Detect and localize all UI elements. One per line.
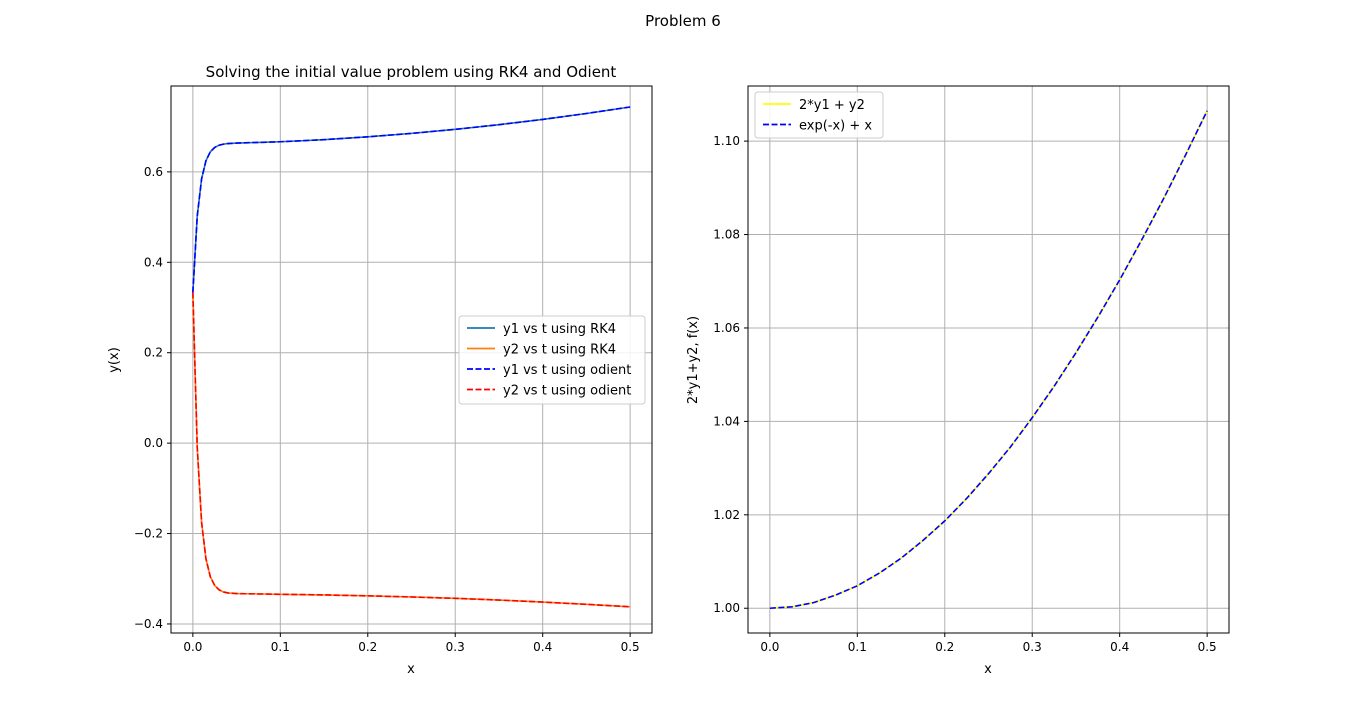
right-xtick-label: 0.1	[848, 640, 867, 654]
left-xtick-label: 0.0	[183, 640, 202, 654]
left-legend-label: y2 vs t using odient	[503, 384, 631, 399]
right-axes-frame	[747, 85, 1230, 634]
left-ylabel: y(x)	[107, 347, 122, 373]
left-xtick-label: 0.3	[446, 640, 465, 654]
right-xtick-label: 0.2	[935, 640, 954, 654]
left-xtick-label: 0.4	[533, 640, 552, 654]
right-ytick-label: 1.02	[713, 508, 740, 522]
left-xtick-label: 0.2	[358, 640, 377, 654]
left-ytick-label: −0.4	[134, 617, 163, 631]
right-series-line-1	[769, 110, 1208, 610]
right-legend: 2*y1 + y2 exp(-x) + x	[754, 91, 884, 139]
left-axes-frame	[170, 85, 653, 634]
left-legend: y1 vs t using RK4 y2 vs t using RK4 y1 vs …	[458, 315, 646, 405]
left-ytick-label: 0.2	[144, 346, 163, 360]
left-legend-label: y1 vs t using odient	[503, 363, 631, 378]
right-xtick-label: 0.3	[1023, 640, 1042, 654]
right-ytick-label: 1.00	[713, 601, 740, 615]
left-legend-label: y1 vs t using RK4	[503, 322, 616, 337]
right-ytick-label: 1.06	[713, 321, 740, 335]
left-legend-box	[458, 315, 646, 405]
left-series-line-3	[192, 106, 631, 293]
right-ytick-label: 1.04	[713, 414, 740, 428]
right-xlabel: x	[984, 662, 992, 677]
right-ylabel: 2*y1+y2, f(x)	[686, 316, 701, 404]
left-xtick-label: 0.1	[271, 640, 290, 654]
left-ytick-label: 0.6	[144, 165, 163, 179]
right-xtick-label: 0.4	[1110, 640, 1129, 654]
right-legend-label: exp(-x) + x	[799, 119, 872, 134]
figure-suptitle: Problem 6	[645, 12, 721, 30]
left-xtick-label: 0.5	[621, 640, 640, 654]
right-subplot: x 2*y1+y2, f(x) 0.0 0.1 0.2 0.3 0.4 0.5 1.00 1.…	[686, 85, 1230, 677]
left-plot-title: Solving the initial value problem using …	[206, 63, 617, 81]
left-series-line-4	[192, 292, 631, 608]
left-ytick-label: 0.4	[144, 255, 163, 269]
left-xlabel: x	[407, 662, 415, 677]
left-ytick-label: 0.0	[144, 436, 163, 450]
left-ytick-label: −0.2	[134, 527, 163, 541]
right-legend-label: 2*y1 + y2	[799, 98, 865, 113]
right-xtick-label: 0.5	[1198, 640, 1217, 654]
left-subplot: Solving the initial value problem using …	[107, 63, 653, 677]
left-legend-label: y2 vs t using RK4	[503, 343, 616, 358]
right-series-line-2	[769, 110, 1208, 610]
left-series-line-1	[192, 106, 631, 293]
right-ytick-label: 1.10	[713, 134, 740, 148]
right-ytick-label: 1.08	[713, 228, 740, 242]
right-xtick-label: 0.0	[760, 640, 779, 654]
